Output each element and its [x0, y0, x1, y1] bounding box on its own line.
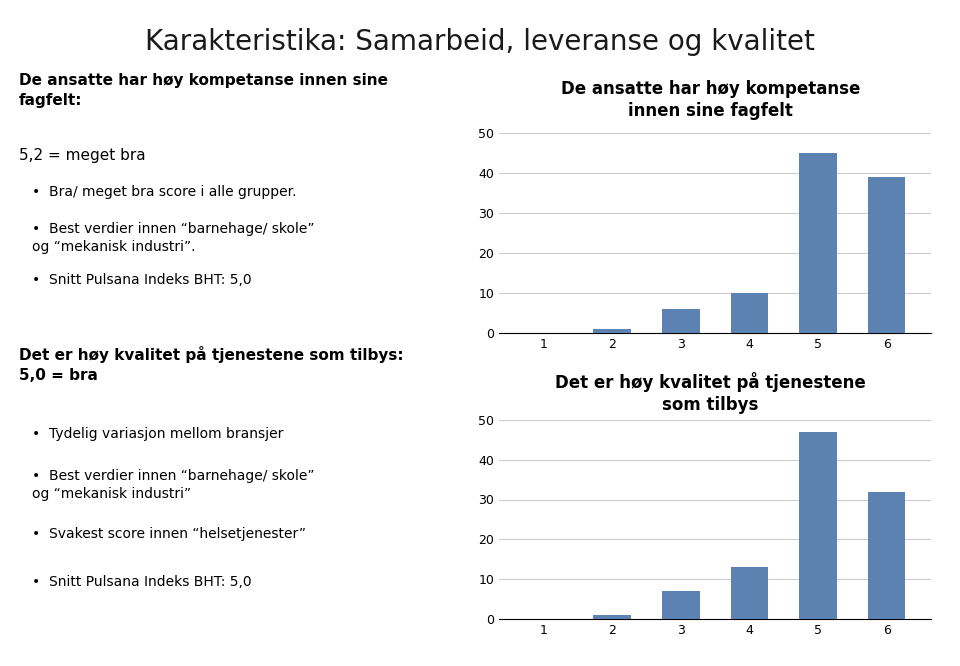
Bar: [731, 293, 768, 333]
Bar: [799, 153, 837, 333]
Text: •  Best verdier innen “barnehage/ skole”
og “mekanisk industri”.: • Best verdier innen “barnehage/ skole” …: [33, 222, 315, 254]
Text: Karakteristika: Samarbeid, leveranse og kvalitet: Karakteristika: Samarbeid, leveranse og …: [145, 27, 815, 56]
Text: 5,2 = meget bra: 5,2 = meget bra: [19, 148, 146, 163]
Bar: [799, 432, 837, 619]
Text: •  Snitt Pulsana Indeks BHT: 5,0: • Snitt Pulsana Indeks BHT: 5,0: [33, 575, 252, 589]
Text: •  Svakest score innen “helsetjenester”: • Svakest score innen “helsetjenester”: [33, 527, 306, 541]
Text: Det er høy kvalitet på tjenestene
som tilbys: Det er høy kvalitet på tjenestene som ti…: [555, 372, 866, 414]
Bar: [662, 309, 700, 333]
Text: •  Tydelig variasjon mellom bransjer: • Tydelig variasjon mellom bransjer: [33, 426, 284, 440]
Text: Det er høy kvalitet på tjenestene som tilbys:
5,0 = bra: Det er høy kvalitet på tjenestene som ti…: [19, 346, 404, 383]
Bar: [868, 177, 905, 333]
Text: •  Best verdier innen “barnehage/ skole”
og “mekanisk industri”: • Best verdier innen “barnehage/ skole” …: [33, 470, 315, 501]
Text: •  Snitt Pulsana Indeks BHT: 5,0: • Snitt Pulsana Indeks BHT: 5,0: [33, 273, 252, 287]
Text: PULSANA: PULSANA: [750, 634, 844, 653]
Bar: [868, 492, 905, 619]
Bar: [662, 591, 700, 619]
Bar: [731, 567, 768, 619]
Text: De ansatte har høy kompetanse innen sine
fagfelt:: De ansatte har høy kompetanse innen sine…: [19, 73, 388, 108]
Text: •  Bra/ meget bra score i alle grupper.: • Bra/ meget bra score i alle grupper.: [33, 185, 297, 199]
Bar: [593, 615, 632, 619]
Text: De ansatte har høy kompetanse
innen sine fagfelt: De ansatte har høy kompetanse innen sine…: [561, 80, 860, 120]
Bar: [593, 329, 632, 333]
